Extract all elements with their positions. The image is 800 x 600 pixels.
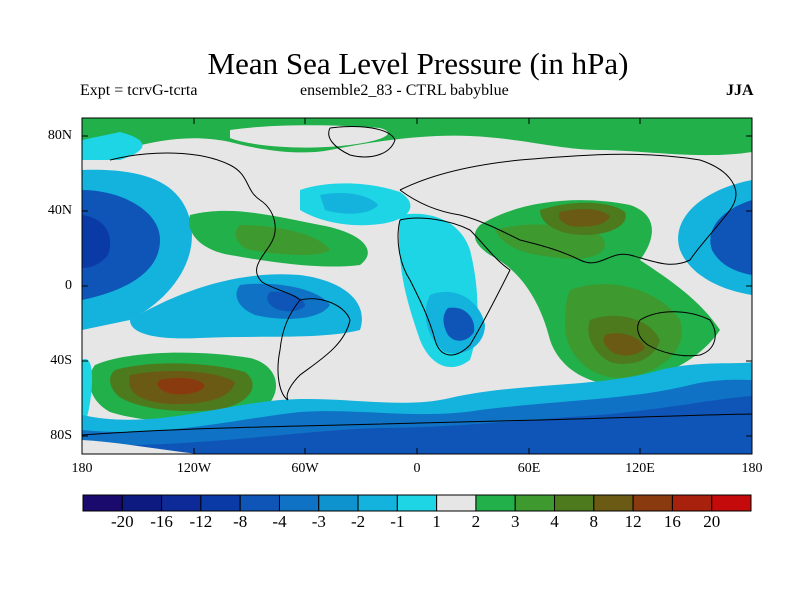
- antarctic-neutral: [82, 440, 200, 454]
- ensemble-label: ensemble2_83 - CTRL babyblue: [300, 82, 509, 99]
- lat-label-0: 0: [65, 278, 72, 293]
- chart-title: Mean Sea Level Pressure (in hPa): [207, 46, 629, 81]
- experiment-label: Expt = tcrvG-tcrta: [80, 82, 198, 99]
- colorbar-label: 20: [703, 512, 721, 531]
- colorbar-box: [318, 494, 359, 512]
- lat-label-40n: 40N: [47, 203, 72, 218]
- colorbar-box: [396, 494, 438, 512]
- lon-label-60w: 60W: [291, 461, 319, 476]
- colorbar-label: -16: [150, 512, 173, 531]
- colorbar-label: -3: [311, 512, 326, 531]
- eurasia-coast: [399, 153, 737, 265]
- colorbar-box: [82, 494, 123, 512]
- colorbar-box: [278, 494, 320, 512]
- colorbar-label: -8: [233, 512, 248, 531]
- north-pacific-low-east-core: [710, 200, 752, 275]
- colorbar-box: [632, 494, 673, 512]
- colorbar-label: 16: [663, 512, 681, 531]
- arctic-neutral-gap: [230, 125, 388, 148]
- greenland-coast: [328, 126, 396, 158]
- colorbar-label: -2: [351, 512, 366, 531]
- colorbar-box: [514, 494, 556, 512]
- lon-label-0: 0: [413, 461, 421, 476]
- south-africa-low-core: [443, 307, 475, 341]
- lon-label-60e: 60E: [517, 461, 541, 476]
- colorbar-box: [239, 494, 280, 512]
- coastlines: [82, 126, 752, 436]
- colorbar-label: 8: [589, 512, 599, 531]
- north-atlantic-low-core: [320, 193, 378, 214]
- colorbar-label: -1: [390, 512, 405, 531]
- central-asia-high-core: [558, 208, 610, 227]
- africa-coast: [397, 217, 511, 356]
- antarctica-coast: [82, 413, 752, 436]
- lat-label-80s: 80S: [50, 428, 72, 443]
- colorbar-box: [554, 494, 595, 512]
- colorbar-box: [357, 494, 398, 512]
- north-pacific-low-west-deep: [82, 215, 111, 268]
- colorbar-label: -4: [272, 512, 287, 531]
- pressure-field: [82, 118, 752, 454]
- lon-label-180w: 180: [71, 461, 93, 476]
- indian-ocean-high-peak: [603, 333, 645, 356]
- lon-label-120w: 120W: [176, 461, 212, 476]
- colorbar-label: 3: [510, 512, 520, 531]
- colorbar-box: [436, 494, 477, 512]
- southern-ocean-low: [82, 359, 93, 430]
- north-pacific-low-west-core: [82, 190, 160, 300]
- colorbar-label: 12: [624, 512, 642, 531]
- axis-ticks: [82, 118, 752, 454]
- colorbar-box: [121, 494, 163, 512]
- lon-label-180e: 180: [741, 461, 763, 476]
- colorbar-label: -12: [189, 512, 213, 531]
- australia-coast: [637, 311, 716, 357]
- colorbar-box: [671, 494, 713, 512]
- arctic-blue-left: [82, 132, 143, 160]
- colorbar-box: [475, 494, 516, 512]
- arctic-positive-band: [82, 118, 752, 156]
- north-america-positive-core: [235, 225, 330, 255]
- colorbar-label: 1: [432, 512, 441, 531]
- colorbar-label: -20: [110, 512, 134, 531]
- colorbar-box: [711, 494, 752, 512]
- lon-label-120e: 120E: [625, 461, 655, 476]
- colorbar-box: [593, 494, 634, 512]
- colorbar-box: [200, 494, 241, 512]
- lat-label-40s: 40S: [50, 353, 72, 368]
- southern-ocean-deep: [82, 396, 752, 454]
- colorbar-label: 2: [471, 512, 481, 531]
- south-pacific-high-peak: [157, 378, 205, 395]
- colorbar: [82, 494, 752, 512]
- north-america-coast: [109, 152, 301, 301]
- colorbar-box: [161, 494, 202, 512]
- colorbar-label: 4: [550, 512, 559, 531]
- season-label: JJA: [726, 82, 754, 99]
- south-america-coast: [277, 298, 351, 401]
- lat-label-80n: 80N: [47, 128, 72, 143]
